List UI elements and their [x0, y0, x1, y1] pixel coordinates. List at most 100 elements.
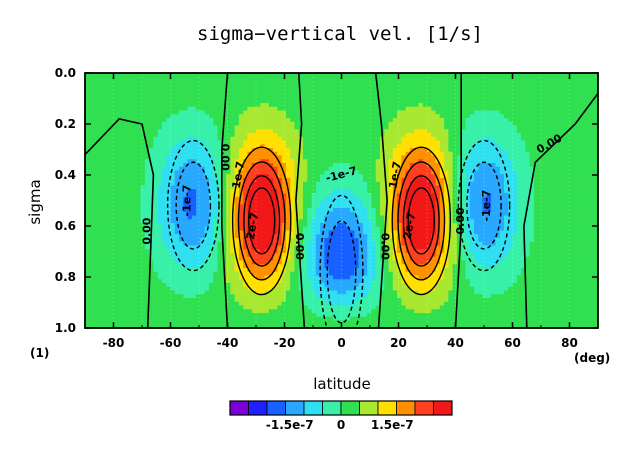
field-cell [444, 196, 449, 202]
field-cell [418, 95, 424, 100]
field-cell [375, 80, 381, 85]
field-cell [337, 181, 343, 187]
field-cell [157, 129, 163, 134]
field-cell [303, 136, 308, 142]
field-cell [217, 110, 223, 115]
field-cell [114, 140, 120, 145]
field-cell [367, 193, 373, 198]
field-cell [422, 163, 428, 168]
field-cell [320, 170, 325, 175]
field-cell [251, 125, 257, 130]
field-cell [414, 159, 420, 164]
field-cell [422, 181, 428, 187]
field-cell [482, 166, 488, 172]
field-cell [243, 148, 249, 153]
field-cell [444, 99, 449, 104]
field-cell [542, 170, 548, 175]
field-cell [508, 148, 514, 153]
field-cell [273, 73, 278, 78]
field-cell [593, 208, 598, 213]
field-cell [341, 73, 347, 78]
field-cell [529, 125, 535, 130]
field-cell [132, 223, 137, 228]
field-cell [140, 151, 146, 157]
field-cell [315, 223, 321, 228]
field-cell [354, 185, 360, 190]
field-cell [397, 215, 402, 220]
field-cell [149, 174, 155, 179]
field-cell [187, 99, 193, 104]
field-cell [533, 73, 539, 78]
field-cell [273, 121, 278, 127]
field-cell [204, 211, 210, 217]
field-cell [268, 125, 274, 130]
field-cell [200, 140, 206, 145]
field-cell [217, 136, 223, 142]
field-cell [461, 129, 467, 134]
field-cell [478, 84, 484, 89]
field-cell [238, 159, 244, 164]
field-cell [516, 103, 522, 108]
field-cell [268, 163, 274, 168]
field-cell [362, 103, 368, 108]
field-cell [191, 76, 197, 82]
field-cell [427, 110, 432, 115]
field-cell [303, 196, 308, 202]
field-cell [533, 174, 539, 179]
field-cell [431, 88, 437, 93]
field-cell [114, 114, 120, 119]
field-cell [200, 166, 206, 172]
field-cell [521, 73, 526, 78]
field-cell [375, 144, 381, 149]
field-cell [260, 170, 266, 175]
field-cell [153, 159, 159, 164]
field-cell [563, 215, 569, 220]
field-cell [161, 133, 167, 138]
field-cell [123, 200, 129, 205]
field-cell [474, 129, 479, 134]
field-cell [102, 80, 107, 85]
field-cell [533, 125, 539, 130]
field-cell [93, 223, 99, 228]
field-cell [204, 163, 210, 168]
field-cell [580, 80, 586, 85]
field-cell [337, 151, 343, 157]
field-cell [444, 125, 449, 130]
field-cell [226, 181, 231, 187]
field-cell [161, 204, 167, 209]
field-cell [332, 84, 338, 89]
field-cell [482, 125, 488, 130]
field-cell [486, 185, 492, 190]
field-cell [328, 200, 334, 205]
field-cell [585, 136, 591, 142]
field-cell [508, 189, 514, 194]
field-cell [268, 84, 274, 89]
field-cell [593, 144, 598, 149]
field-cell [550, 181, 556, 187]
field-cell [456, 136, 462, 142]
field-cell [328, 219, 334, 224]
field-cell [85, 88, 90, 93]
field-cell [533, 80, 539, 85]
field-cell [337, 95, 343, 100]
field-cell [114, 193, 120, 198]
field-cell [332, 91, 338, 97]
field-cell [123, 211, 129, 217]
field-cell [572, 208, 578, 213]
field-cell [149, 110, 155, 115]
field-cell [350, 99, 355, 104]
field-cell [358, 200, 364, 205]
field-cell [533, 95, 539, 100]
field-cell [294, 196, 300, 202]
field-cell [196, 110, 202, 115]
field-cell [542, 163, 548, 168]
field-cell [320, 133, 325, 138]
field-cell [563, 200, 569, 205]
field-cell [97, 208, 103, 213]
field-cell [542, 140, 548, 145]
field-cell [226, 189, 231, 194]
field-cell [285, 211, 291, 217]
field-cell [422, 151, 428, 157]
field-cell [230, 80, 236, 85]
field-cell [119, 129, 125, 134]
